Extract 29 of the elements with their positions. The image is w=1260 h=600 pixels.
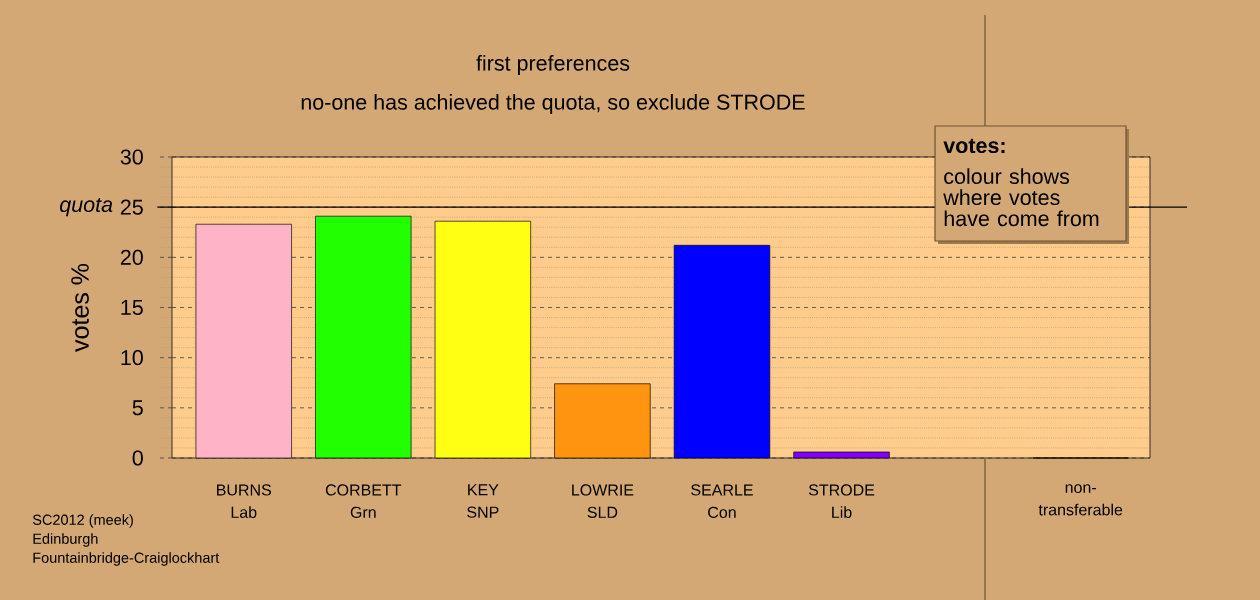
text: SC2012 (meek) bbox=[32, 514, 133, 528]
bar bbox=[793, 451, 890, 459]
text: Fountainbridge-Craiglockhart bbox=[33, 552, 220, 566]
x-tick-label: BURNS Lab bbox=[217, 484, 271, 518]
x-tick-label: KEY SNP bbox=[467, 484, 499, 518]
y-tick-label: 20 bbox=[120, 249, 143, 265]
bar bbox=[673, 244, 771, 459]
bar bbox=[554, 383, 651, 459]
chart-title: first preferences bbox=[476, 54, 630, 76]
y-tick-label: 15 bbox=[121, 300, 143, 315]
legend-title: votes: bbox=[943, 138, 1005, 154]
x-tick-label: LOWRIE SLD bbox=[572, 484, 634, 518]
y-tick-label: 10 bbox=[121, 350, 143, 366]
annotation: colour shows where votes have come from bbox=[943, 168, 1099, 227]
y-axis-title: votes % bbox=[71, 263, 89, 352]
bar bbox=[434, 220, 532, 459]
y-tick-label: 25 bbox=[120, 199, 143, 215]
x-tick-label: non-transferable bbox=[1038, 484, 1123, 516]
x-tick-label: STRODE Lib bbox=[808, 484, 875, 518]
y-tick-label: 5 bbox=[132, 400, 143, 416]
text: Edinburgh bbox=[33, 533, 98, 547]
x-tick-label: SEARLE Con bbox=[691, 484, 753, 518]
y-tick-label: 30 bbox=[120, 149, 143, 165]
bar bbox=[195, 223, 292, 459]
x-tick-label: CORBETT Grn bbox=[325, 484, 402, 518]
chart-subtitle: no-one has achieved the quota, so exclude STRODE bbox=[301, 93, 805, 115]
y-tick-label: 0 bbox=[132, 450, 143, 466]
ref-line-label: quota bbox=[60, 197, 113, 217]
bar bbox=[315, 215, 412, 459]
